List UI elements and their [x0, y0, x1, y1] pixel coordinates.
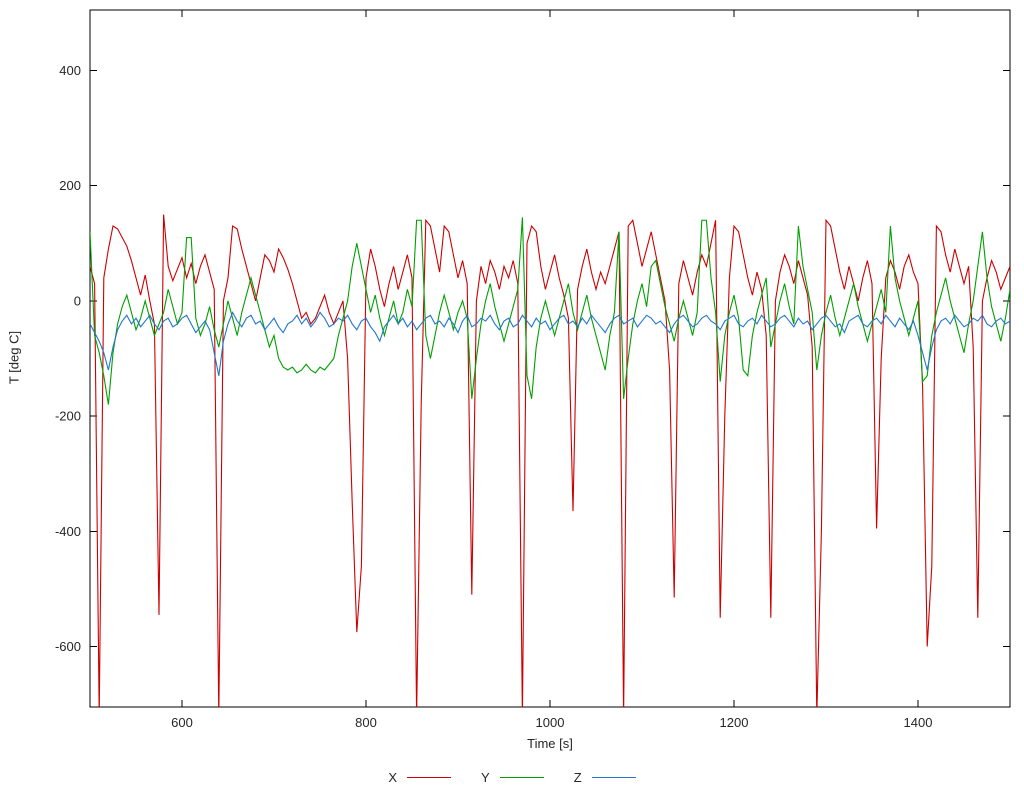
legend-label-z: Z — [573, 770, 582, 785]
legend-label-x: X — [388, 770, 398, 785]
y-axis-tick-label: 400 — [59, 63, 81, 78]
legend-label-y: Y — [481, 770, 490, 785]
series-Y-line — [90, 217, 1010, 405]
series-Z-line — [90, 311, 1010, 376]
legend-swatch — [591, 777, 636, 778]
x-axis-tick-label: 600 — [171, 715, 193, 730]
legend-swatch — [407, 777, 452, 778]
legend-item-x: X — [388, 770, 452, 785]
y-axis-tick-label: -600 — [55, 639, 81, 654]
legend-item-z: Z — [574, 770, 636, 785]
x-axis-tick-label: 1000 — [536, 715, 565, 730]
series-X-line — [90, 214, 1010, 707]
x-axis-tick-label: 1200 — [720, 715, 749, 730]
y-axis-label: T [deg C] — [6, 330, 22, 385]
legend: X Y Z — [0, 770, 1024, 785]
y-axis-tick-label: -200 — [55, 409, 81, 424]
legend-item-y: Y — [481, 770, 544, 785]
y-axis-tick-label: 0 — [74, 293, 81, 308]
legend-swatch — [499, 777, 544, 778]
x-axis-tick-label: 1400 — [904, 715, 933, 730]
y-axis-tick-label: 200 — [59, 178, 81, 193]
x-axis-label: Time [s] — [527, 736, 573, 751]
plot-svg: 600 800 1000 1200 1400 -600 -400 -200 0 200 400 — [55, 9, 1011, 730]
y-axis-tick-label: -400 — [55, 524, 81, 539]
plot-border — [89, 9, 1011, 708]
x-axis-tick-label: 800 — [355, 715, 377, 730]
